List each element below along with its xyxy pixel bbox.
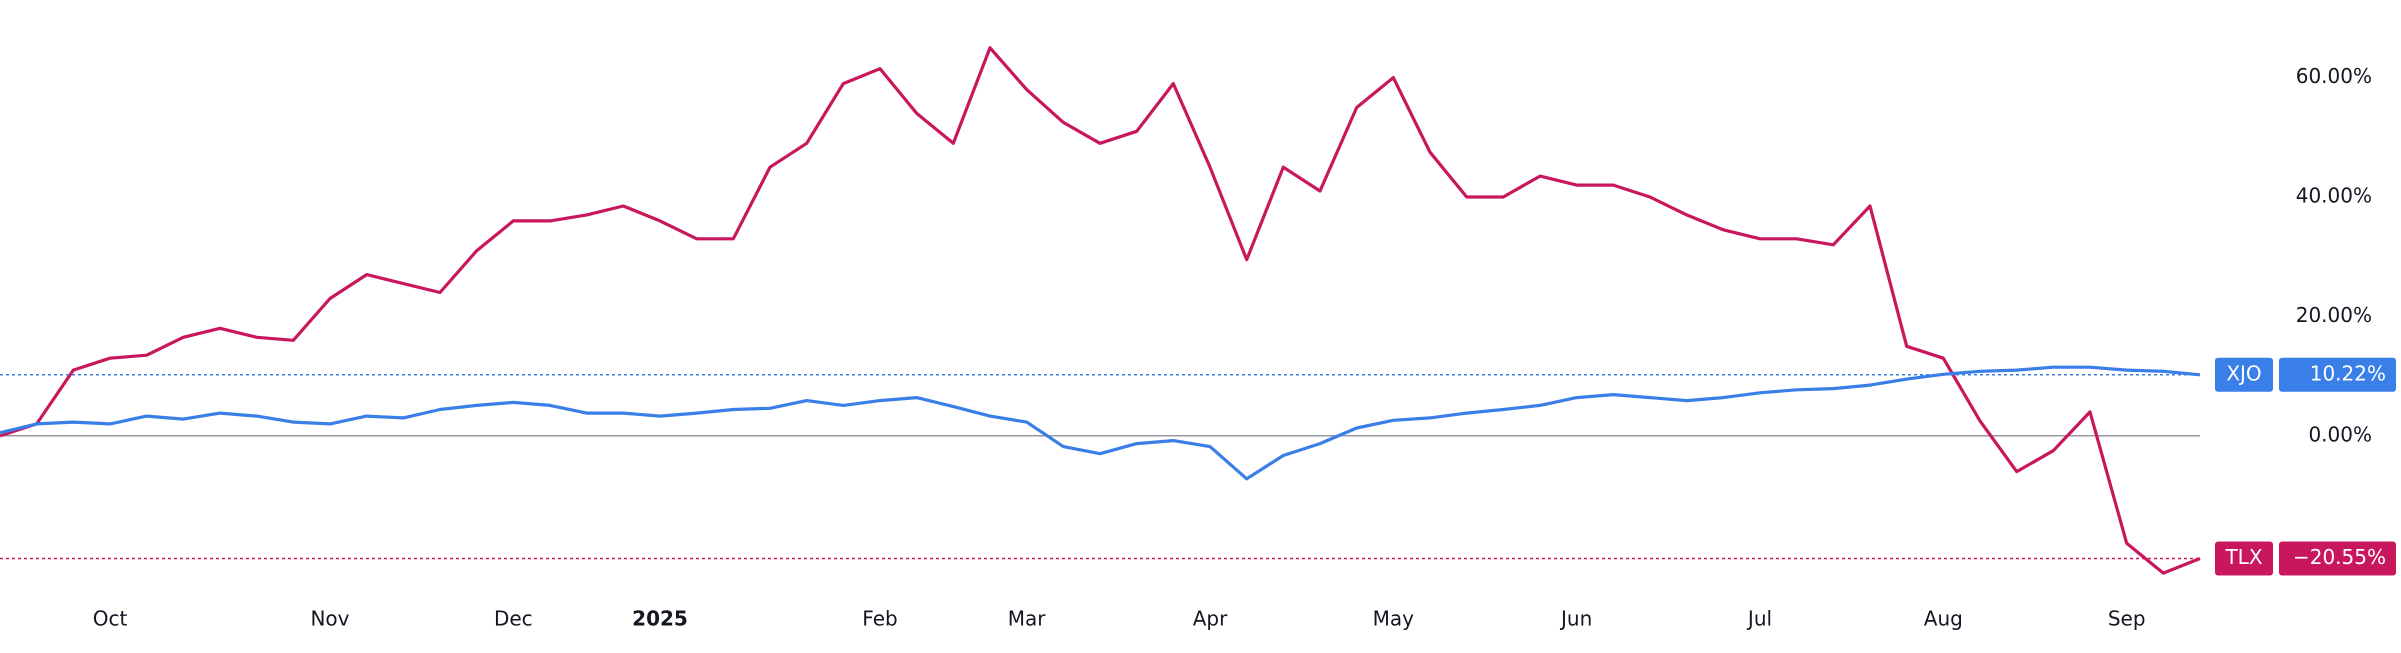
y-tick-label: 60.00% (2296, 64, 2372, 88)
series-line (0, 365, 2201, 481)
x-tick-label: Apr (1193, 607, 1228, 631)
x-tick-label: Sep (2108, 607, 2146, 631)
series-line (0, 46, 2201, 575)
x-tick-label: Aug (1924, 607, 1963, 631)
y-tick-label: 40.00% (2296, 184, 2372, 208)
x-tick-label: Jun (1559, 607, 1592, 631)
x-tick-label: Jul (1746, 607, 1772, 631)
last-value-badge (2279, 541, 2396, 576)
last-value-badge (2279, 357, 2396, 392)
series-name: TLX (2224, 545, 2262, 569)
x-tick-label: May (1373, 607, 1415, 631)
series-name: XJO (2226, 361, 2261, 385)
x-tick-label: Dec (494, 607, 533, 631)
x-tick-label: Feb (862, 607, 897, 631)
y-tick-label: 20.00% (2296, 303, 2372, 327)
last-value-label: −20.55% (2293, 545, 2386, 569)
x-tick-label: Nov (310, 607, 349, 631)
series-name-badge (2215, 357, 2273, 392)
x-tick-label: Oct (93, 607, 128, 631)
last-value-label: 10.22% (2310, 361, 2386, 385)
series-name-badge (2215, 541, 2273, 576)
x-tick-label: Mar (1008, 607, 1047, 631)
x-tick-label: 2025 (632, 607, 688, 631)
y-tick-label: 0.00% (2308, 422, 2372, 446)
